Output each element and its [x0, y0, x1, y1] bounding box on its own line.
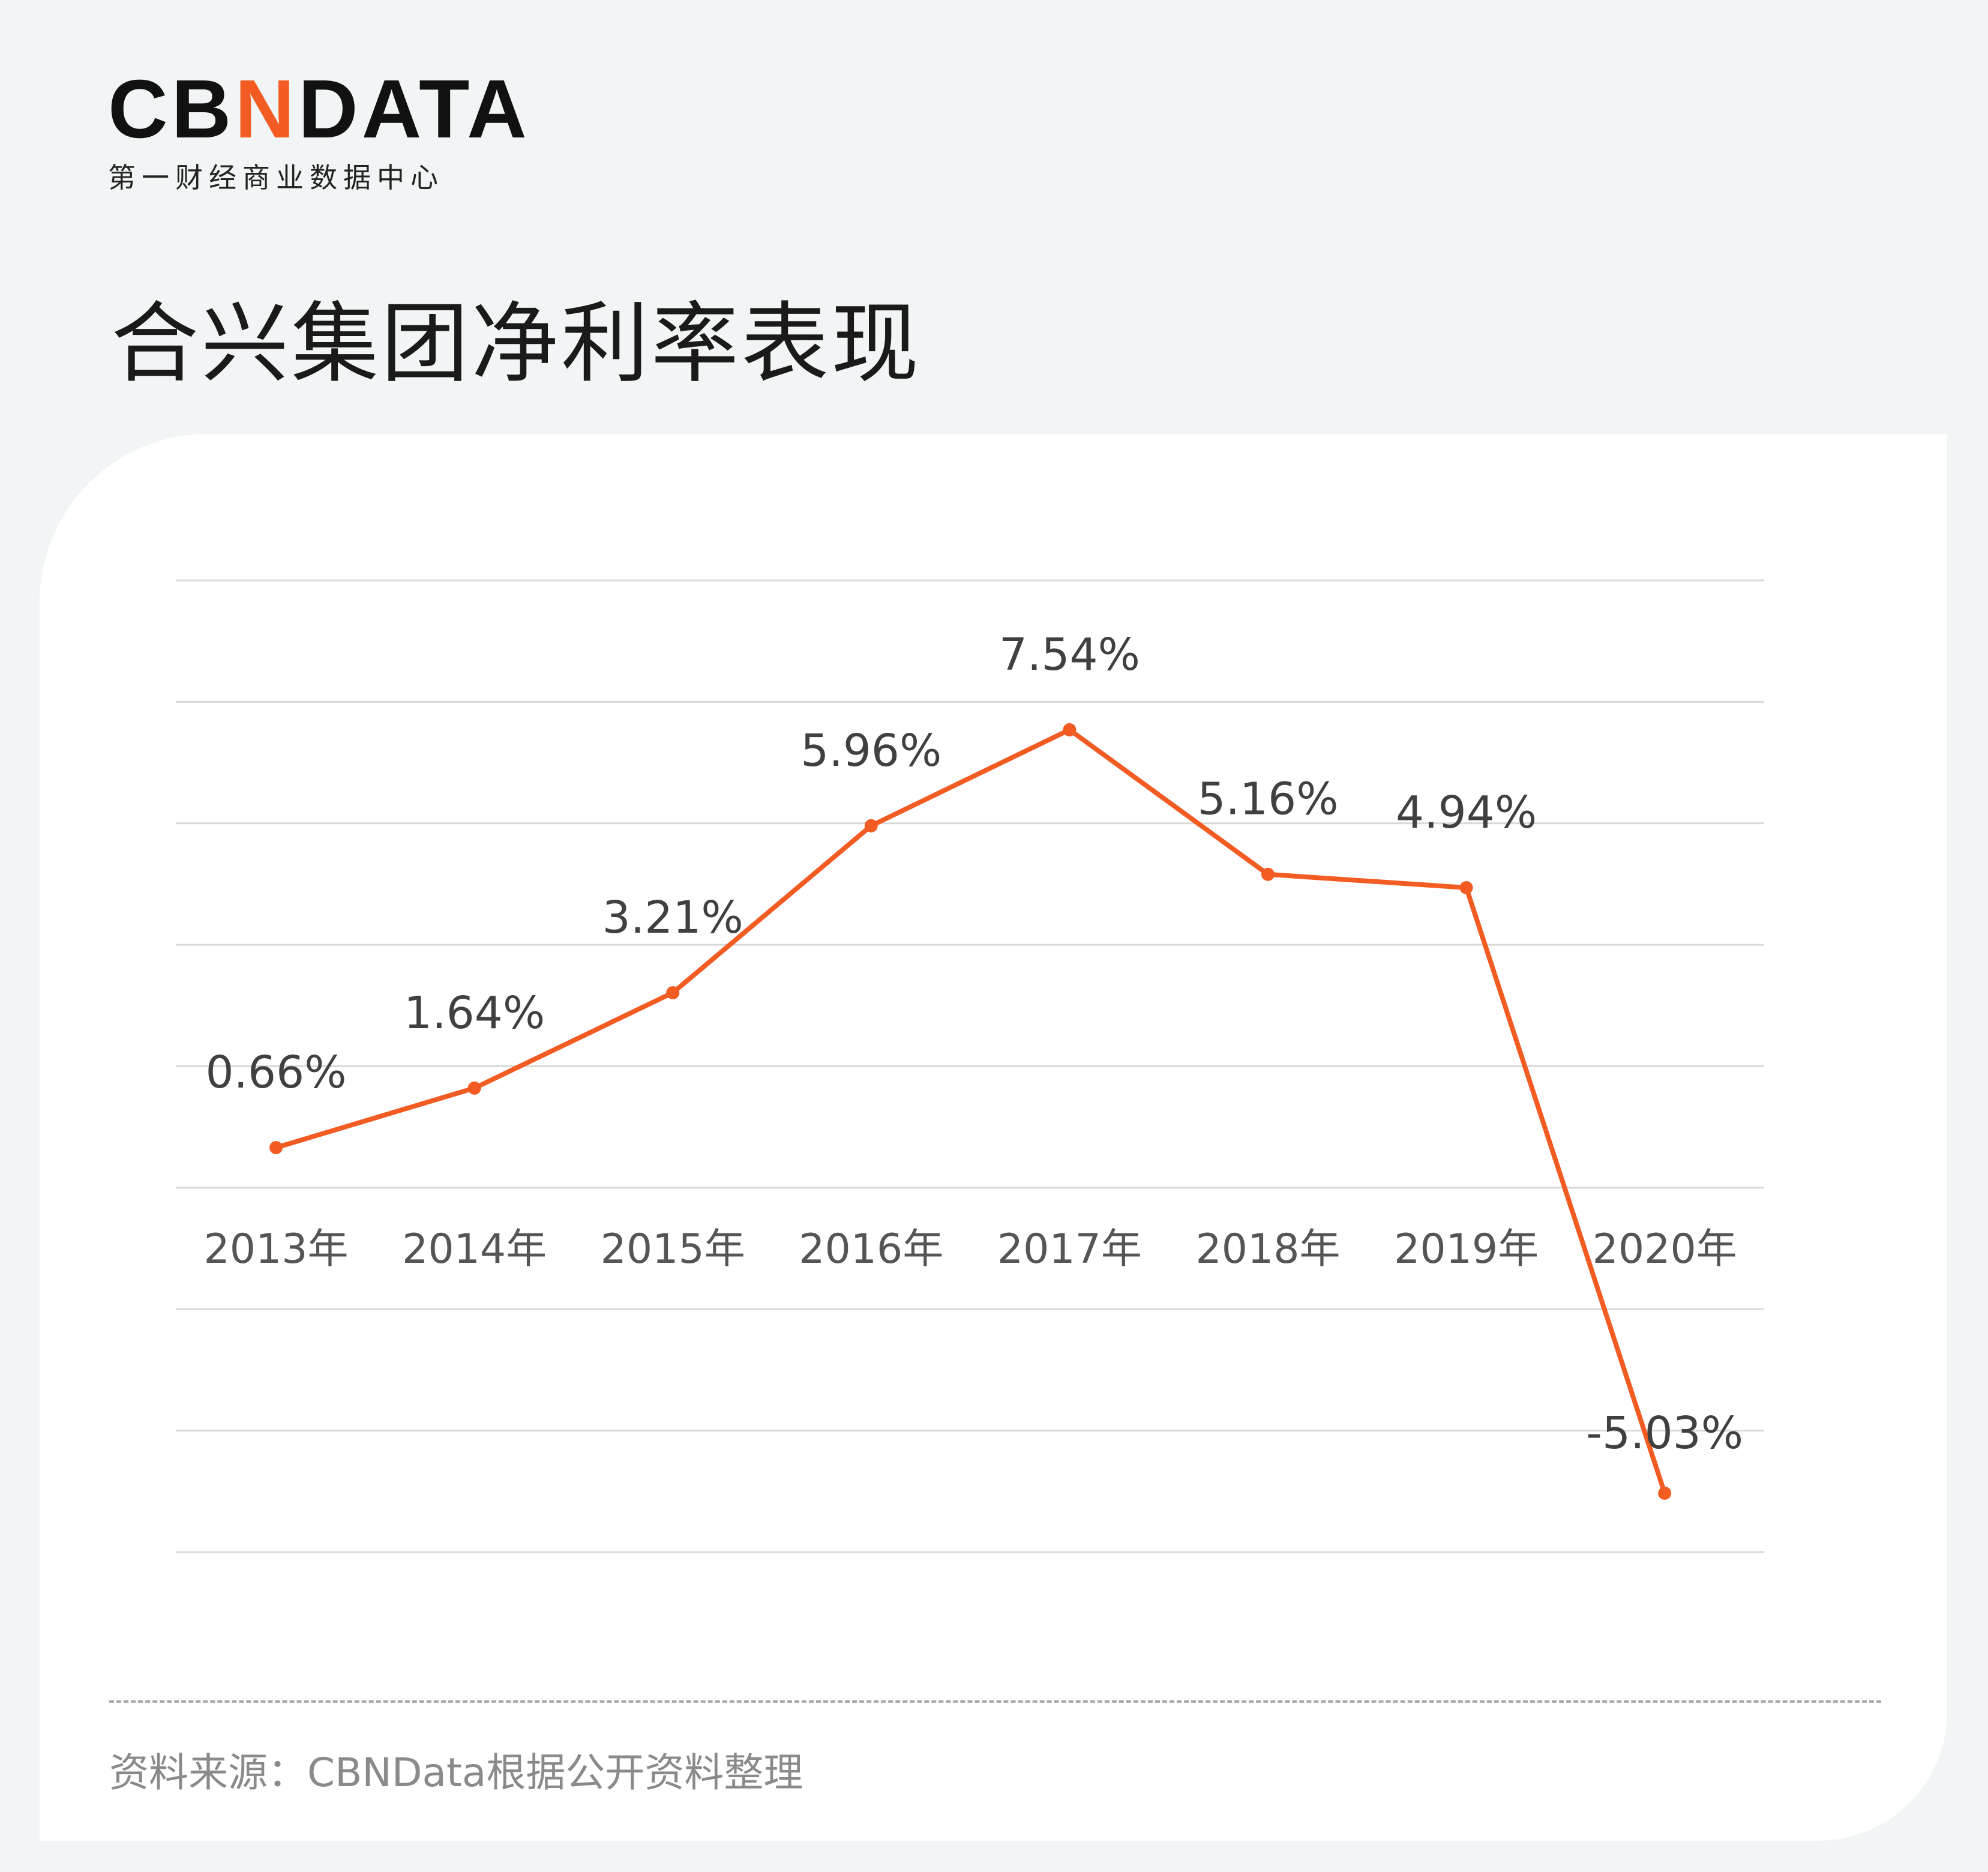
data-point — [269, 1141, 283, 1155]
data-point — [467, 1081, 481, 1095]
data-point — [1261, 867, 1275, 881]
logo-n: N — [235, 63, 298, 155]
chart-card — [40, 434, 1947, 1841]
data-point — [864, 819, 878, 832]
series-line — [275, 727, 1668, 1494]
data-point — [1063, 723, 1077, 736]
data-label: 7.54% — [999, 629, 1140, 681]
cbndata-logo: CBNDATA 第一财经商业数据中心 — [108, 68, 527, 196]
data-point — [666, 986, 680, 1000]
data-label: 5.96% — [800, 725, 941, 777]
logo-data: DATA — [298, 63, 530, 155]
data-point — [1459, 881, 1473, 895]
x-tick-label: 2018年 — [1195, 1226, 1340, 1273]
x-tick-label: 2013年 — [203, 1226, 348, 1273]
x-tick-label: 2014年 — [402, 1226, 547, 1273]
divider — [109, 1700, 1881, 1703]
data-label: 4.94% — [1396, 787, 1537, 838]
source-note: 资料来源：CBNData根据公开资料整理 — [109, 1750, 803, 1796]
x-tick-label: 2020年 — [1593, 1226, 1737, 1273]
logo-cb: CB — [108, 63, 235, 155]
x-tick-label: 2017年 — [997, 1226, 1142, 1273]
data-label: 5.16% — [1197, 774, 1338, 825]
x-tick-label: 2019年 — [1394, 1226, 1539, 1273]
data-label: 1.64% — [404, 987, 545, 1039]
chart-title: 合兴集团净利率表现 — [111, 293, 921, 395]
data-label: 3.21% — [602, 892, 743, 944]
data-label: -5.03% — [1586, 1407, 1743, 1459]
logo-wordmark: CBNDATA — [108, 68, 527, 151]
data-label: 0.66% — [205, 1047, 346, 1098]
logo-subtitle: 第一财经商业数据中心 — [108, 161, 444, 194]
data-point — [1658, 1486, 1672, 1500]
x-tick-label: 2015年 — [601, 1226, 745, 1273]
x-tick-label: 2016年 — [799, 1226, 943, 1273]
